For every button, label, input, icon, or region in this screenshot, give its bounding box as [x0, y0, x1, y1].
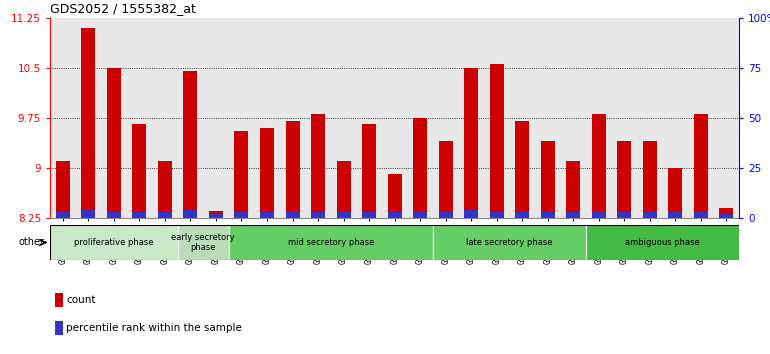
Bar — [55, 212, 70, 218]
Text: count: count — [66, 295, 95, 306]
Bar — [107, 212, 121, 218]
Bar — [55, 293, 63, 307]
Bar — [260, 128, 274, 218]
Bar — [336, 161, 350, 218]
Bar — [694, 114, 708, 218]
Text: late secretory phase: late secretory phase — [466, 238, 553, 247]
Bar — [592, 212, 606, 218]
Bar — [515, 121, 529, 218]
Bar — [209, 214, 223, 218]
Bar — [694, 212, 708, 218]
Bar — [336, 212, 350, 218]
Bar — [260, 212, 274, 218]
Text: mid secretory phase: mid secretory phase — [288, 238, 374, 247]
Bar — [82, 210, 95, 218]
Bar — [387, 212, 402, 218]
Bar — [618, 141, 631, 218]
Bar — [107, 68, 121, 218]
Bar — [311, 212, 325, 218]
Bar — [50, 225, 178, 260]
Bar — [234, 212, 249, 218]
Bar — [311, 114, 325, 218]
Bar — [132, 124, 146, 218]
Bar — [668, 212, 682, 218]
Bar — [82, 28, 95, 218]
Bar — [178, 225, 229, 260]
Bar — [183, 210, 197, 218]
Bar — [566, 212, 581, 218]
Bar — [286, 212, 300, 218]
Bar — [668, 168, 682, 218]
Bar — [566, 161, 581, 218]
Bar — [541, 141, 555, 218]
Bar — [234, 131, 249, 218]
Bar — [55, 161, 70, 218]
Bar — [719, 214, 734, 218]
Bar — [618, 212, 631, 218]
Bar — [490, 64, 504, 218]
Text: other: other — [19, 238, 45, 247]
Text: proliferative phase: proliferative phase — [74, 238, 153, 247]
Bar — [158, 212, 172, 218]
Bar — [413, 118, 427, 218]
Bar — [209, 211, 223, 218]
Text: percentile rank within the sample: percentile rank within the sample — [66, 324, 242, 333]
Bar — [515, 212, 529, 218]
Bar — [490, 212, 504, 218]
Bar — [464, 210, 478, 218]
Bar — [643, 212, 657, 218]
Bar — [433, 225, 586, 260]
Bar — [541, 212, 555, 218]
Bar — [439, 141, 453, 218]
Bar — [286, 121, 300, 218]
Bar — [464, 68, 478, 218]
Text: early secretory
phase: early secretory phase — [172, 233, 235, 252]
Bar — [229, 225, 433, 260]
Bar — [132, 212, 146, 218]
Bar — [387, 175, 402, 218]
Bar — [592, 114, 606, 218]
Bar — [439, 212, 453, 218]
Bar — [183, 71, 197, 218]
Bar — [158, 161, 172, 218]
Bar — [55, 321, 63, 336]
Text: ambiguous phase: ambiguous phase — [625, 238, 700, 247]
Text: GDS2052 / 1555382_at: GDS2052 / 1555382_at — [50, 2, 196, 15]
Bar — [362, 212, 376, 218]
Bar — [362, 124, 376, 218]
Bar — [586, 225, 739, 260]
Bar — [413, 212, 427, 218]
Bar — [719, 208, 734, 218]
Bar — [643, 141, 657, 218]
